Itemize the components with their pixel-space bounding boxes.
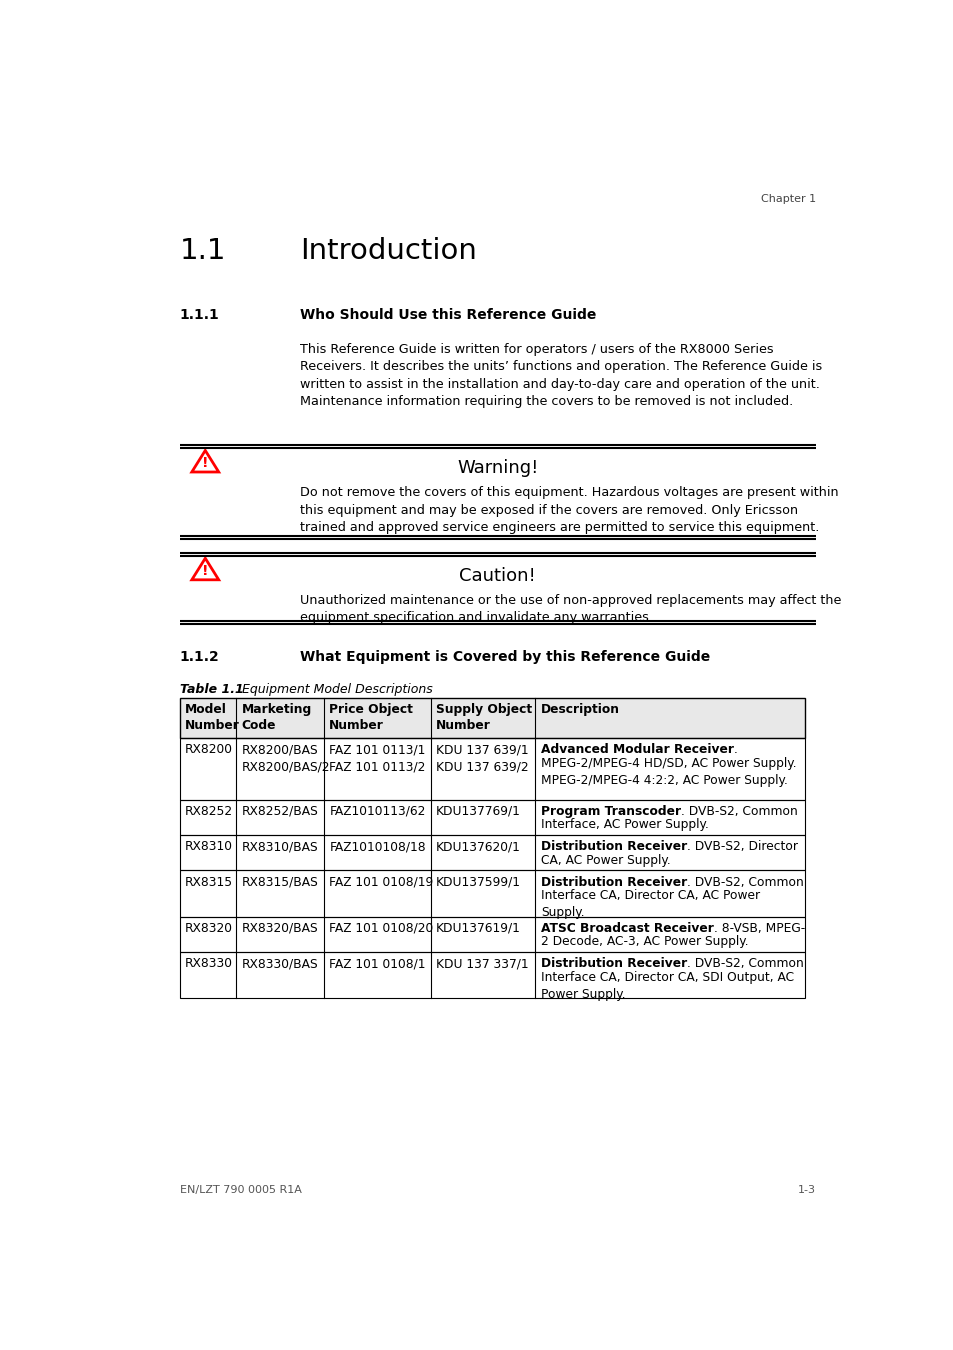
Text: . DVB-S2, Director: . DVB-S2, Director — [686, 840, 798, 853]
Text: ATSC Broadcast Receiver: ATSC Broadcast Receiver — [540, 922, 713, 936]
Text: RX8330/BAS: RX8330/BAS — [241, 957, 318, 971]
Text: . DVB-S2, Common: . DVB-S2, Common — [680, 805, 797, 818]
Text: Interface CA, Director CA, AC Power
Supply.: Interface CA, Director CA, AC Power Supp… — [540, 888, 760, 919]
Text: Interface, AC Power Supply.: Interface, AC Power Supply. — [540, 818, 708, 832]
Bar — [179, 917, 804, 952]
Bar — [179, 698, 804, 738]
Text: FAZ 101 0108/20: FAZ 101 0108/20 — [329, 922, 433, 936]
Text: FAZ 101 0108/19: FAZ 101 0108/19 — [329, 876, 433, 888]
Text: 2 Decode, AC-3, AC Power Supply.: 2 Decode, AC-3, AC Power Supply. — [540, 936, 748, 948]
Bar — [179, 698, 804, 738]
Text: Program Transcoder: Program Transcoder — [540, 805, 680, 818]
Text: KDU137599/1: KDU137599/1 — [436, 876, 520, 888]
Text: Model
Number: Model Number — [185, 703, 240, 732]
Text: KDU 137 639/1
KDU 137 639/2: KDU 137 639/1 KDU 137 639/2 — [436, 744, 528, 774]
Text: Equipment Model Descriptions: Equipment Model Descriptions — [230, 683, 433, 695]
Text: RX8330: RX8330 — [185, 957, 233, 971]
Text: Introduction: Introduction — [299, 238, 476, 266]
Text: Distribution Receiver: Distribution Receiver — [540, 957, 686, 971]
Text: RX8320/BAS: RX8320/BAS — [241, 922, 318, 936]
Bar — [179, 952, 804, 998]
Bar — [179, 836, 804, 871]
Text: . DVB-S2, Common: . DVB-S2, Common — [686, 876, 803, 888]
Text: Who Should Use this Reference Guide: Who Should Use this Reference Guide — [299, 308, 596, 323]
Text: RX8200: RX8200 — [185, 744, 233, 756]
Bar — [179, 738, 804, 799]
Text: FAZ1010108/18: FAZ1010108/18 — [329, 840, 425, 853]
Text: CA, AC Power Supply.: CA, AC Power Supply. — [540, 853, 670, 867]
Text: Distribution Receiver: Distribution Receiver — [540, 876, 686, 888]
Text: Chapter 1: Chapter 1 — [760, 194, 815, 204]
Text: 1-3: 1-3 — [797, 1184, 815, 1195]
Text: Table 1.1: Table 1.1 — [179, 683, 243, 695]
Text: . DVB-S2, Common: . DVB-S2, Common — [686, 957, 803, 971]
Text: Caution!: Caution! — [459, 567, 536, 585]
Text: Description: Description — [540, 703, 619, 717]
Text: RX8315: RX8315 — [185, 876, 233, 888]
Text: Marketing
Code: Marketing Code — [241, 703, 312, 732]
Text: Interface CA, Director CA, SDI Output, AC
Power Supply.: Interface CA, Director CA, SDI Output, A… — [540, 971, 793, 1000]
Text: Unauthorized maintenance or the use of non-approved replacements may affect the
: Unauthorized maintenance or the use of n… — [299, 594, 841, 625]
Text: RX8200/BAS
RX8200/BAS/2: RX8200/BAS RX8200/BAS/2 — [241, 744, 330, 774]
Text: FAZ 101 0113/1
FAZ 101 0113/2: FAZ 101 0113/1 FAZ 101 0113/2 — [329, 744, 425, 774]
Text: Do not remove the covers of this equipment. Hazardous voltages are present withi: Do not remove the covers of this equipme… — [299, 486, 838, 535]
Text: !: ! — [202, 564, 209, 578]
Text: KDU137619/1: KDU137619/1 — [436, 922, 520, 936]
Text: Advanced Modular Receiver: Advanced Modular Receiver — [540, 744, 733, 756]
Text: !: ! — [202, 456, 209, 470]
Text: EN/LZT 790 0005 R1A: EN/LZT 790 0005 R1A — [179, 1184, 301, 1195]
Text: KDU137769/1: KDU137769/1 — [436, 805, 520, 818]
Text: This Reference Guide is written for operators / users of the RX8000 Series
Recei: This Reference Guide is written for oper… — [299, 343, 821, 409]
Text: KDU 137 337/1: KDU 137 337/1 — [436, 957, 528, 971]
Text: .: . — [733, 744, 737, 756]
Text: RX8252/BAS: RX8252/BAS — [241, 805, 318, 818]
Text: What Equipment is Covered by this Reference Guide: What Equipment is Covered by this Refere… — [299, 651, 709, 664]
Text: Warning!: Warning! — [456, 459, 537, 477]
Text: 1.1.1: 1.1.1 — [179, 308, 219, 323]
Bar — [179, 871, 804, 917]
Text: FAZ1010113/62: FAZ1010113/62 — [329, 805, 425, 818]
Text: Distribution Receiver: Distribution Receiver — [540, 840, 686, 853]
Text: 1.1.2: 1.1.2 — [179, 651, 219, 664]
Bar — [179, 799, 804, 836]
Text: . 8-VSB, MPEG-: . 8-VSB, MPEG- — [713, 922, 804, 936]
Text: KDU137620/1: KDU137620/1 — [436, 840, 520, 853]
Text: 1.1: 1.1 — [179, 238, 226, 266]
Text: RX8320: RX8320 — [185, 922, 233, 936]
Text: Price Object
Number: Price Object Number — [329, 703, 413, 732]
Text: RX8310/BAS: RX8310/BAS — [241, 840, 318, 853]
Text: MPEG-2/MPEG-4 HD/SD, AC Power Supply.
MPEG-2/MPEG-4 4:2:2, AC Power Supply.: MPEG-2/MPEG-4 HD/SD, AC Power Supply. MP… — [540, 756, 796, 787]
Text: Supply Object
Number: Supply Object Number — [436, 703, 532, 732]
Text: RX8315/BAS: RX8315/BAS — [241, 876, 318, 888]
Text: RX8310: RX8310 — [185, 840, 233, 853]
Text: FAZ 101 0108/1: FAZ 101 0108/1 — [329, 957, 425, 971]
Text: RX8252: RX8252 — [185, 805, 233, 818]
